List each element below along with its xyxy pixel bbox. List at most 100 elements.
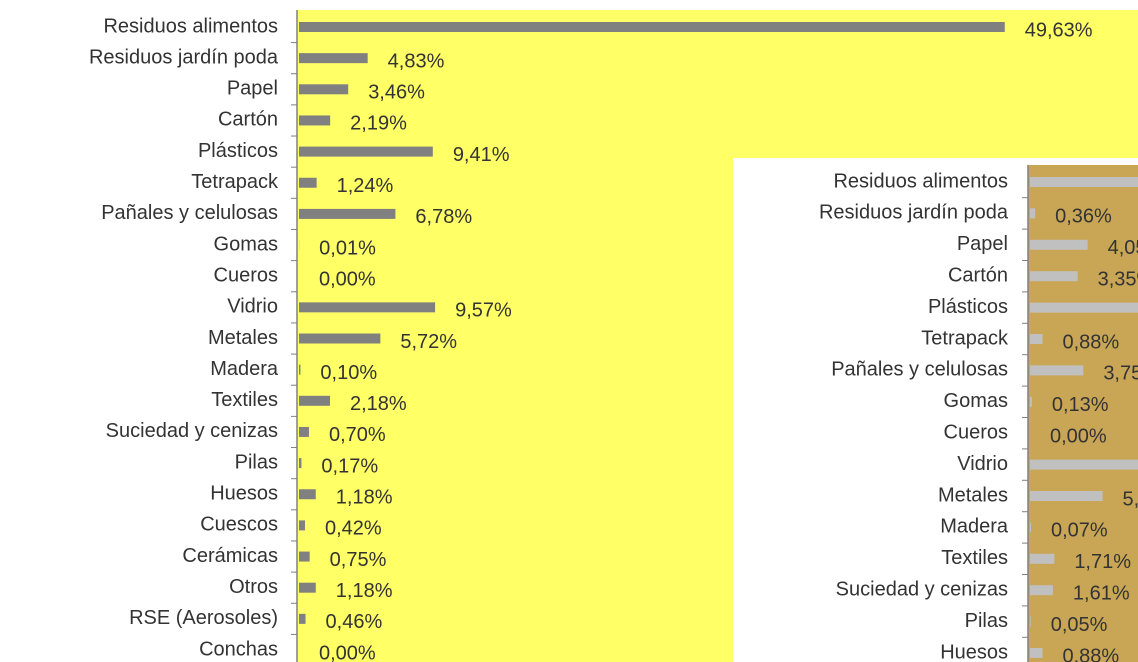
category-label: Residuos alimentos xyxy=(833,170,1008,192)
category-label: Papel xyxy=(227,78,278,100)
bar xyxy=(1030,459,1138,470)
value-label: 0,07% xyxy=(1051,520,1108,542)
category-label: Plásticos xyxy=(928,296,1008,318)
category-label: Residuos alimentos xyxy=(103,15,278,37)
bar xyxy=(1030,334,1043,344)
bar xyxy=(299,84,349,95)
category-label: Tetrapack xyxy=(191,171,279,193)
value-label: 0,42% xyxy=(325,518,382,540)
bar xyxy=(299,53,368,64)
bar xyxy=(1030,396,1032,407)
value-label: 0,36% xyxy=(1055,206,1112,228)
category-label: Pañales y celulosas xyxy=(831,359,1008,381)
bar xyxy=(299,458,302,469)
bar xyxy=(299,489,316,500)
value-label: 5,10% xyxy=(1123,488,1138,510)
bar xyxy=(1030,585,1053,596)
category-label: Textiles xyxy=(941,547,1008,569)
bar xyxy=(1030,302,1138,313)
category-label: Madera xyxy=(210,358,279,380)
bar xyxy=(1030,616,1031,627)
category-label: Plásticos xyxy=(198,140,278,162)
category-label: Madera xyxy=(940,516,1009,538)
bar xyxy=(299,551,310,562)
bar xyxy=(1030,491,1103,501)
bar xyxy=(299,22,1005,32)
value-label: 9,57% xyxy=(455,300,512,322)
value-label: 1,61% xyxy=(1073,582,1130,604)
value-label: 0,01% xyxy=(319,237,376,259)
value-label: 1,24% xyxy=(337,175,394,197)
category-label: Residuos jardín poda xyxy=(819,202,1009,224)
category-label: Cartón xyxy=(948,264,1008,286)
value-label: 0,13% xyxy=(1052,394,1109,416)
bar xyxy=(1030,648,1043,658)
value-label: 0,00% xyxy=(319,268,376,290)
value-label: 1,18% xyxy=(336,580,393,602)
value-label: 9,41% xyxy=(453,144,510,166)
value-label: 0,88% xyxy=(1063,645,1120,662)
bar xyxy=(299,613,306,624)
bar xyxy=(299,177,317,188)
bar xyxy=(299,364,301,375)
value-label: 2,18% xyxy=(350,393,407,415)
category-label: Papel xyxy=(957,233,1008,255)
value-label: 0,00% xyxy=(319,642,376,662)
category-label: Gomas xyxy=(214,233,278,255)
category-label: RSE (Aerosoles) xyxy=(129,607,278,629)
value-label: 2,19% xyxy=(350,113,407,135)
value-label: 3,46% xyxy=(368,82,425,104)
value-label: 1,71% xyxy=(1074,551,1131,573)
category-label: Textiles xyxy=(211,389,278,411)
bar xyxy=(1030,177,1138,187)
bar xyxy=(1030,522,1031,533)
category-label: Conchas xyxy=(199,638,278,660)
value-label: 0,88% xyxy=(1063,331,1120,353)
bar xyxy=(1030,271,1078,282)
bar xyxy=(299,333,381,344)
category-label: Suciedad y cenizas xyxy=(106,420,278,442)
category-label: Gomas xyxy=(944,390,1008,412)
bar xyxy=(299,426,309,437)
category-label: Cueros xyxy=(944,421,1008,443)
value-label: 1,18% xyxy=(336,487,393,509)
category-label: Vidrio xyxy=(227,296,278,318)
category-label: Cuescos xyxy=(200,514,278,536)
category-label: Suciedad y cenizas xyxy=(836,578,1008,600)
category-label: Metales xyxy=(938,484,1008,506)
category-label: Huesos xyxy=(210,483,278,505)
bar xyxy=(299,582,316,593)
value-label: 3,35% xyxy=(1098,268,1138,290)
bar xyxy=(1030,208,1036,219)
category-label: Metales xyxy=(208,327,278,349)
value-label: 0,05% xyxy=(1051,614,1108,636)
value-label: 5,72% xyxy=(400,331,457,353)
bar xyxy=(299,115,331,126)
value-label: 0,75% xyxy=(330,549,387,571)
bar xyxy=(299,302,436,313)
category-label: Vidrio xyxy=(957,453,1008,475)
category-label: Pilas xyxy=(965,610,1008,632)
bar xyxy=(299,208,396,219)
value-label: 49,63% xyxy=(1025,19,1093,41)
bar xyxy=(1030,365,1084,376)
category-label: Otros xyxy=(229,576,278,598)
bar xyxy=(299,395,331,406)
value-label: 0,46% xyxy=(326,611,383,633)
value-label: 6,78% xyxy=(415,206,472,228)
category-label: Tetrapack xyxy=(921,327,1009,349)
category-label: Residuos jardín poda xyxy=(89,46,279,68)
category-label: Cerámicas xyxy=(182,545,278,567)
category-label: Cartón xyxy=(218,109,278,131)
value-label: 4,05% xyxy=(1108,237,1138,259)
value-label: 0,17% xyxy=(321,455,378,477)
value-label: 0,10% xyxy=(320,362,377,384)
value-label: 0,00% xyxy=(1050,425,1107,447)
bar xyxy=(1030,553,1055,564)
category-label: Pilas xyxy=(235,451,278,473)
bar xyxy=(1030,239,1088,250)
value-label: 4,83% xyxy=(388,50,445,72)
bar xyxy=(299,520,305,531)
category-label: Huesos xyxy=(940,641,1008,662)
